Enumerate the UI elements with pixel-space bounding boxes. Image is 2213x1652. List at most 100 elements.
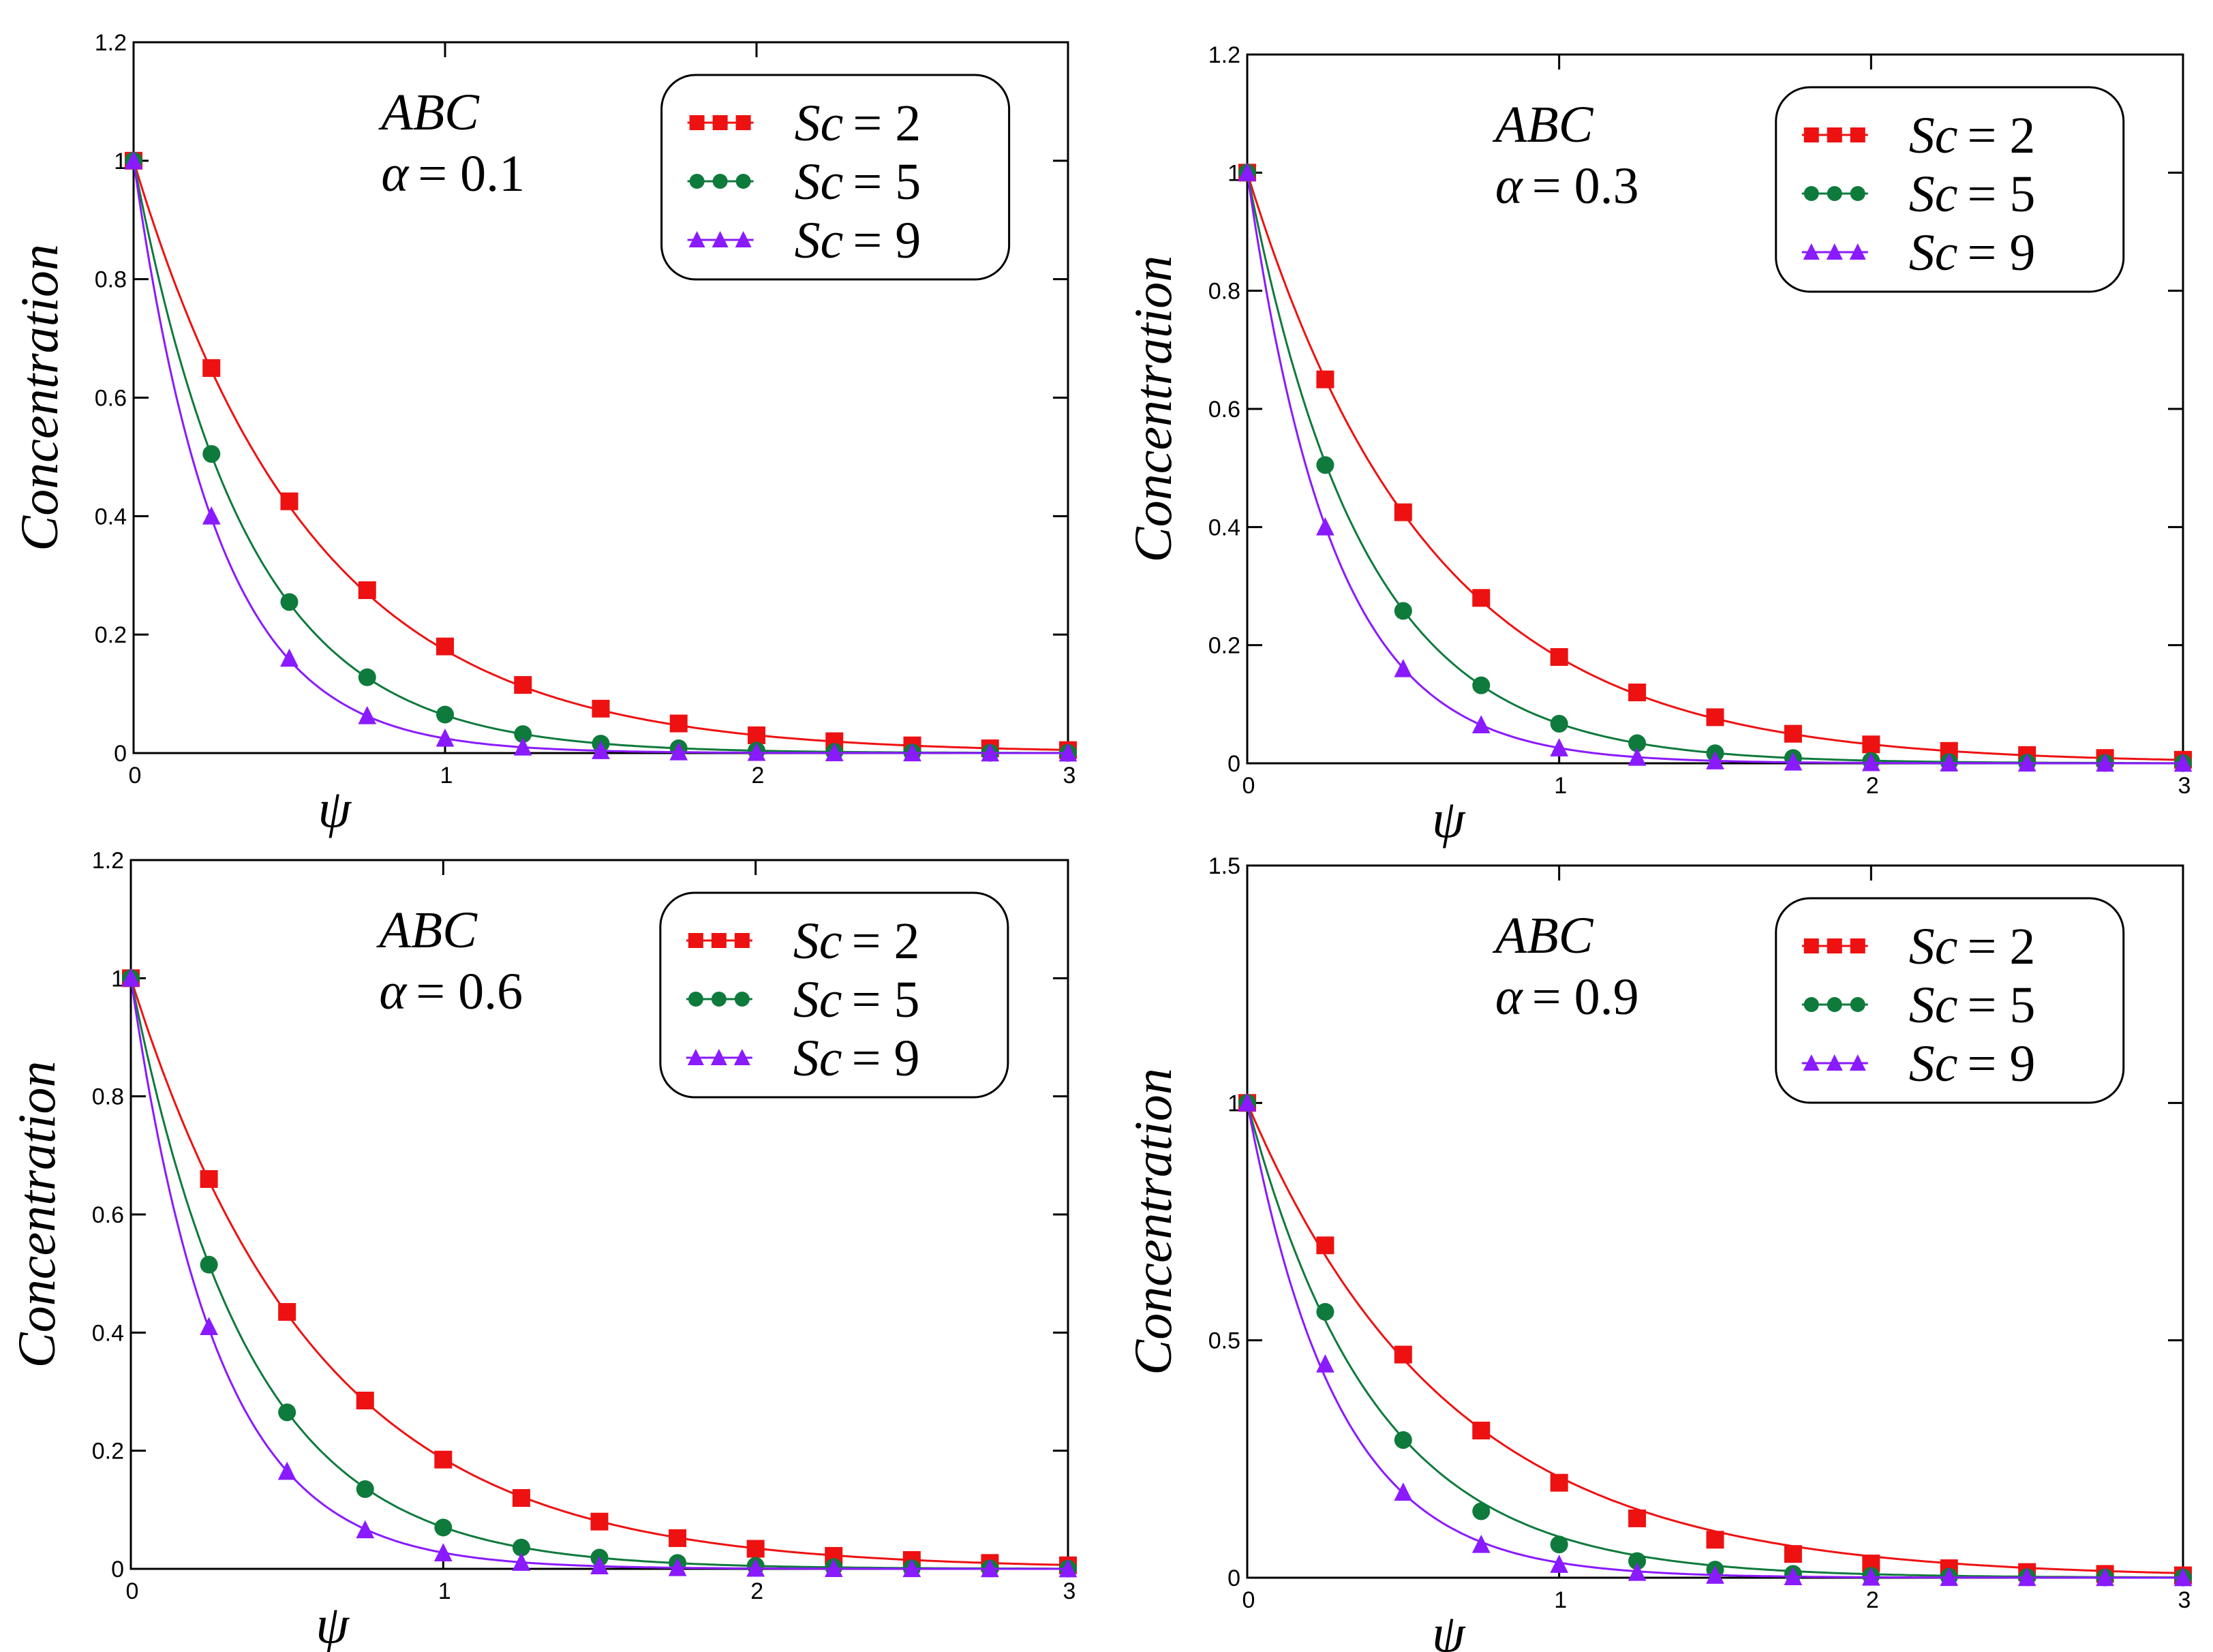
data-point bbox=[1784, 1567, 1803, 1585]
y-tick-label: 0.2 bbox=[92, 1439, 124, 1465]
x-tick-label: 2 bbox=[1866, 1587, 1879, 1613]
legend-symbol: Sc bbox=[793, 913, 842, 970]
data-point bbox=[1394, 1345, 1412, 1364]
data-point bbox=[746, 1540, 765, 1558]
legend-symbol: Sc bbox=[1909, 918, 1958, 975]
data-point bbox=[1628, 1509, 1647, 1527]
data-point bbox=[202, 359, 221, 378]
legend-symbol: Sc bbox=[795, 212, 844, 269]
x-tick-label: 0 bbox=[1242, 773, 1255, 799]
data-point bbox=[434, 1450, 453, 1469]
data-point bbox=[2096, 753, 2114, 772]
x-tick-label: 1 bbox=[1554, 1587, 1567, 1613]
series-sc9 bbox=[1238, 162, 2193, 772]
alpha-symbol: α bbox=[1495, 157, 1524, 215]
data-point bbox=[512, 1552, 531, 1571]
x-axis-label: ψ bbox=[1432, 789, 1466, 848]
data-point bbox=[1550, 648, 1568, 666]
data-point bbox=[356, 1480, 374, 1498]
y-tick-label: 0 bbox=[1227, 751, 1240, 777]
legend-label: Sc = 5 bbox=[793, 971, 920, 1028]
data-point bbox=[124, 151, 143, 170]
data-point bbox=[1784, 724, 1802, 743]
annotation-alpha: α = 0.6 bbox=[379, 963, 523, 1020]
data-point bbox=[981, 743, 1000, 762]
legend-value: = 9 bbox=[853, 212, 921, 269]
y-axis-label: Concentration bbox=[10, 244, 69, 551]
legend-value: = 9 bbox=[852, 1030, 920, 1087]
annotation-alpha: α = 0.9 bbox=[1495, 968, 1639, 1026]
legend-value: = 9 bbox=[1967, 224, 2035, 281]
y-tick-label: 0.8 bbox=[1208, 279, 1240, 305]
alpha-value: = 0.9 bbox=[1532, 968, 1639, 1026]
data-point bbox=[2017, 753, 2036, 772]
data-point bbox=[358, 705, 377, 724]
legend-label: Sc = 5 bbox=[795, 153, 921, 211]
x-tick-label: 0 bbox=[1242, 1587, 1255, 1613]
y-tick-label: 1 bbox=[1227, 1090, 1240, 1116]
x-tick-label: 2 bbox=[1866, 773, 1879, 799]
y-axis-label: Concentration bbox=[1123, 1068, 1182, 1375]
y-tick-label: 0 bbox=[114, 741, 127, 767]
alpha-value: = 0.6 bbox=[416, 963, 523, 1020]
data-point bbox=[433, 1543, 453, 1561]
legend-value: = 9 bbox=[1967, 1035, 2035, 1092]
y-tick-label: 0 bbox=[1227, 1565, 1240, 1591]
legend-item-sc2: Sc = 2 bbox=[686, 913, 919, 970]
data-point bbox=[2173, 753, 2193, 772]
y-tick-label: 1 bbox=[111, 966, 124, 992]
legend-item-sc9: Sc = 9 bbox=[1801, 224, 2035, 281]
data-point bbox=[1784, 1545, 1802, 1563]
series-sc2 bbox=[1238, 1094, 2192, 1585]
alpha-symbol: α bbox=[379, 963, 408, 1020]
data-point bbox=[2096, 1567, 2114, 1587]
data-point bbox=[669, 1529, 687, 1547]
legend-symbol: Sc bbox=[1909, 224, 1958, 281]
annotation-alpha: α = 0.1 bbox=[381, 145, 525, 202]
y-tick-label: 1 bbox=[1227, 160, 1240, 186]
legend-label: Sc = 5 bbox=[1909, 977, 2036, 1034]
legend-item-sc2: Sc = 2 bbox=[1801, 107, 2035, 164]
data-point bbox=[1238, 1092, 1257, 1112]
x-axis-label: ψ bbox=[316, 1595, 350, 1652]
legend-item-sc2: Sc = 2 bbox=[687, 95, 921, 152]
data-point bbox=[356, 1392, 374, 1409]
x-tick-label: 1 bbox=[438, 1578, 451, 1604]
x-axis-label: ψ bbox=[1432, 1604, 1466, 1652]
y-tick-label: 1.5 bbox=[1208, 853, 1240, 879]
data-point bbox=[1628, 734, 1647, 752]
legend-label: Sc = 2 bbox=[795, 95, 921, 152]
data-point bbox=[436, 728, 455, 747]
legend-symbol: Sc bbox=[1909, 166, 1958, 223]
legend-symbol: Sc bbox=[795, 95, 844, 152]
x-tick-label: 3 bbox=[1063, 1578, 1076, 1604]
legend-item-sc9: Sc = 9 bbox=[687, 212, 921, 269]
data-point bbox=[1316, 517, 1334, 536]
annotation-abc: ABC bbox=[1492, 96, 1594, 153]
data-point bbox=[1550, 1555, 1569, 1573]
data-point bbox=[590, 1512, 609, 1531]
legend-label: Sc = 9 bbox=[1909, 1035, 2036, 1092]
x-tick-label: 3 bbox=[1063, 763, 1076, 789]
y-tick-label: 0.6 bbox=[92, 1202, 124, 1228]
data-point bbox=[1316, 456, 1334, 474]
x-tick-label: 1 bbox=[1554, 773, 1567, 799]
data-point bbox=[1940, 753, 1959, 772]
x-tick-label: 2 bbox=[750, 1578, 763, 1604]
data-point bbox=[2173, 1567, 2193, 1587]
legend-item-sc5: Sc = 5 bbox=[1801, 977, 2036, 1034]
legend-value: = 5 bbox=[852, 971, 920, 1028]
legend-symbol: Sc bbox=[1909, 977, 1958, 1034]
data-point bbox=[1471, 715, 1491, 734]
x-axis-label: ψ bbox=[318, 779, 352, 838]
data-point bbox=[358, 581, 376, 599]
data-point bbox=[1706, 751, 1724, 769]
annotation-alpha: α = 0.3 bbox=[1495, 157, 1639, 215]
legend-item-sc5: Sc = 5 bbox=[1801, 166, 2035, 223]
data-point bbox=[668, 1557, 687, 1576]
data-point bbox=[592, 699, 610, 718]
data-point bbox=[514, 676, 532, 694]
data-point bbox=[1472, 1502, 1491, 1520]
y-tick-label: 0.6 bbox=[95, 386, 127, 412]
